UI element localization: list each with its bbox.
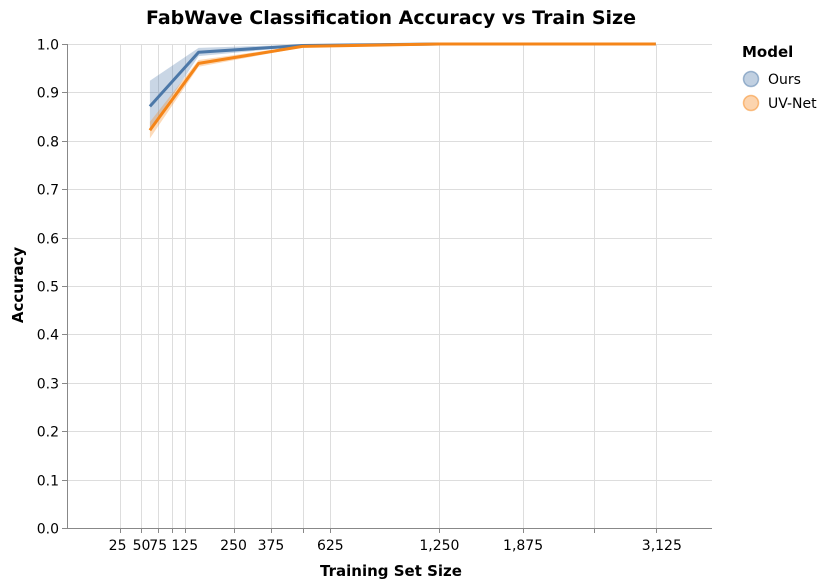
- y-tick-label: 0.5: [37, 280, 59, 296]
- x-axis-title: Training Set Size: [320, 562, 462, 580]
- y-tick-label: 0.7: [37, 183, 59, 199]
- y-tick-label: 0.0: [37, 522, 59, 538]
- x-tick-label: 1,250: [419, 538, 459, 554]
- x-tick-label: 25: [109, 538, 127, 554]
- legend-swatch: [742, 70, 760, 88]
- y-tick-label: 0.4: [37, 328, 59, 344]
- legend-label: Ours: [768, 72, 801, 88]
- legend: Model Ours UV-Net: [742, 43, 817, 112]
- y-tick-label: 0.3: [37, 377, 59, 393]
- x-tick-label: 375: [258, 538, 285, 554]
- y-tick-label: 1.0: [37, 38, 59, 54]
- y-tick-label: 0.9: [37, 86, 59, 102]
- y-tick-label: 0.2: [37, 425, 59, 441]
- x-tick-label: 625: [317, 538, 344, 554]
- series-line: [148, 42, 656, 132]
- x-tick-label: 125: [171, 538, 198, 554]
- y-tick-label: 0.8: [37, 135, 59, 151]
- x-tick-label: 3,125: [642, 538, 682, 554]
- x-tick-label: 250: [220, 538, 247, 554]
- y-axis-title: Accuracy: [9, 247, 27, 323]
- legend-swatch: [742, 94, 760, 112]
- series-lines: [148, 42, 656, 132]
- legend-title: Model: [742, 43, 793, 61]
- x-tick-label: 75: [149, 538, 167, 554]
- x-tick-label: 1,875: [503, 538, 543, 554]
- chart-title: FabWave Classification Accuracy vs Train…: [146, 7, 636, 29]
- x-tick-label: 50: [133, 538, 151, 554]
- y-tick-label: 0.1: [37, 474, 59, 490]
- legend-label: UV-Net: [768, 96, 817, 112]
- y-tick-label: 0.6: [37, 232, 59, 248]
